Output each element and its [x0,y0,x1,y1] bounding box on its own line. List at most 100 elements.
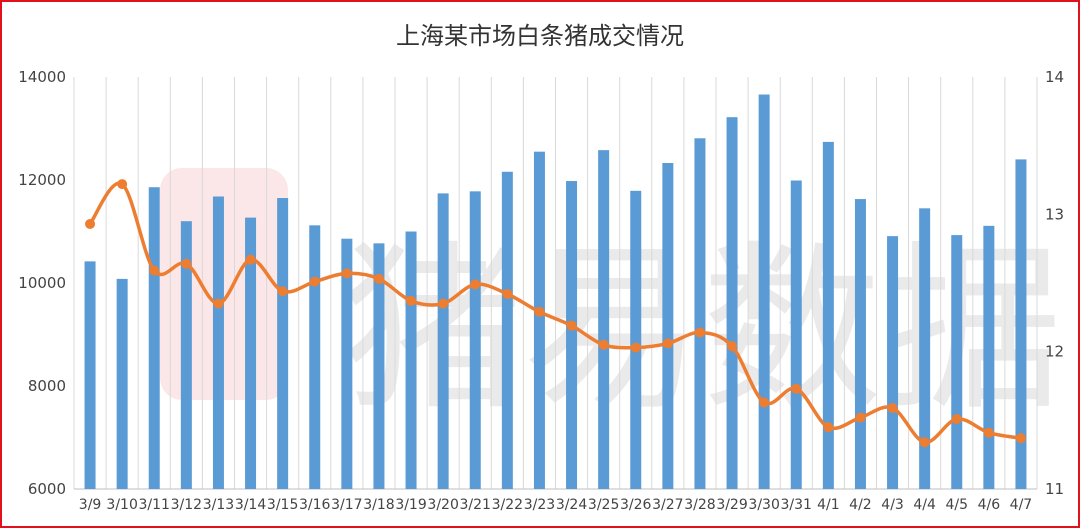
x-tick-label: 4/2 [849,497,872,513]
bar [1015,159,1027,489]
bar [84,261,96,489]
line-point [309,276,320,287]
bar [566,181,578,489]
bar [533,151,545,490]
x-tick-label: 3/17 [331,497,362,513]
x-tick-label: 3/12 [171,497,202,513]
x-tick-label: 4/1 [817,497,840,513]
bar [983,225,995,489]
line-point [277,286,288,297]
line-point [823,422,834,433]
line-point [373,273,384,284]
gridlines [73,77,1038,490]
line-point [598,339,609,350]
bar [212,196,224,490]
line-point [630,342,641,353]
bar [148,187,160,489]
x-tick-label: 3/16 [299,497,331,513]
x-tick-label: 3/15 [267,497,298,513]
bar [790,180,802,489]
x-tick-label: 4/5 [945,497,968,513]
line-point [470,279,481,290]
line-point [951,413,962,424]
x-tick-label: 3/18 [363,497,394,513]
bar [277,198,289,489]
line-point [727,341,738,352]
x-tick-label: 4/3 [881,497,904,513]
x-tick-label: 3/30 [748,497,779,513]
bar [758,94,770,489]
line-point [181,258,192,269]
line-point [117,179,128,190]
bar [662,163,674,489]
bar [373,243,385,489]
bar [405,231,417,489]
x-tick-label: 3/10 [106,497,137,513]
bar [180,221,192,489]
bar [854,199,866,489]
y-axis-right: 11 12 13 14 [1045,68,1064,498]
y-left-tick-label: 12000 [18,171,66,189]
line-point [759,397,770,408]
x-tick-label: 3/28 [684,497,715,513]
line-point [1015,433,1026,444]
line-point [983,427,994,438]
x-tick-label: 3/20 [427,497,458,513]
bar [245,217,257,489]
y-right-tick-label: 11 [1045,480,1064,498]
chart-title: 上海某市场白条猪成交情况 [396,22,684,50]
line-point [887,402,898,413]
bar-series [84,94,1027,490]
bar [501,171,513,489]
bar [437,193,449,489]
line-point [534,306,545,317]
bar [469,191,481,489]
line-point [791,383,802,394]
x-tick-label: 3/25 [588,497,619,513]
x-tick-label: 3/22 [492,497,523,513]
line-point [919,437,930,448]
y-left-tick-label: 6000 [28,480,66,498]
x-tick-label: 3/27 [652,497,683,513]
line-point [438,298,449,309]
line-series [85,179,1026,448]
x-tick-label: 3/21 [460,497,491,513]
y-axis-left: 6000 8000 10000 12000 14000 [18,68,66,498]
line-point [566,320,577,331]
line-point [149,265,160,276]
line-point [502,288,513,299]
x-tick-label: 3/11 [139,497,170,513]
bar [341,238,353,489]
bar [309,225,321,489]
y-left-tick-label: 10000 [18,274,66,292]
bar [694,138,706,489]
bar [951,235,963,489]
line-point [694,327,705,338]
line-point [341,268,352,279]
watermark-logo [160,168,288,400]
x-tick-label: 4/4 [913,497,936,513]
x-axis: 3/9 3/10 3/11 3/12 3/13 3/14 3/15 3/16 3/17 3/18 3… [79,497,1032,513]
line-point [855,412,866,423]
bar [919,208,931,489]
bar [598,150,610,489]
bar [726,117,738,490]
x-tick-label: 3/26 [620,497,652,513]
x-tick-label: 3/14 [235,497,267,513]
bar [116,278,128,489]
x-tick-label: 3/31 [781,497,812,513]
x-tick-label: 3/9 [79,497,102,513]
line-point [245,254,256,265]
line-point [662,338,673,349]
y-right-tick-label: 12 [1045,343,1064,361]
x-tick-label: 4/7 [1010,497,1033,513]
y-right-tick-label: 14 [1045,68,1064,86]
x-tick-label: 3/24 [556,497,588,513]
line-point [213,298,224,309]
bar [630,190,642,489]
y-left-tick-label: 8000 [28,377,66,395]
x-tick-label: 3/29 [716,497,747,513]
x-tick-label: 3/23 [524,497,555,513]
